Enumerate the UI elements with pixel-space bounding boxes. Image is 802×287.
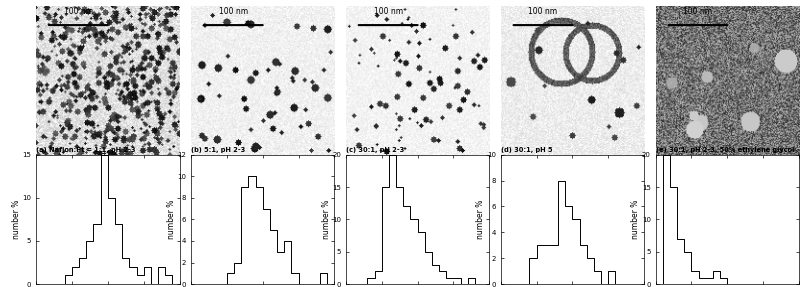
Text: (c) 30:1, pH 2-3: (c) 30:1, pH 2-3 (346, 147, 403, 153)
Y-axis label: number %: number % (12, 200, 21, 239)
Text: (e) 30:1, pH 2-3, 50% ethylene glycol: (e) 30:1, pH 2-3, 50% ethylene glycol (654, 147, 793, 153)
Text: 100 nm: 100 nm (64, 7, 93, 16)
Text: (a) Nafion:Pt = 1:1, pH 2-3: (a) Nafion:Pt = 1:1, pH 2-3 (36, 147, 136, 153)
Y-axis label: number %: number % (630, 200, 639, 239)
Text: (d) 30:1, pH 5: (d) 30:1, pH 5 (500, 147, 552, 153)
Y-axis label: number %: number % (476, 200, 485, 239)
Text: 100 nm: 100 nm (528, 7, 557, 16)
Y-axis label: number %: number % (322, 200, 330, 239)
Y-axis label: number %: number % (167, 200, 176, 239)
Text: 100 nm: 100 nm (218, 7, 248, 16)
Text: 100 nm: 100 nm (373, 7, 403, 16)
Text: (b) 5:1, pH 2-3: (b) 5:1, pH 2-3 (191, 147, 245, 153)
Text: 100 nm: 100 nm (683, 7, 711, 16)
